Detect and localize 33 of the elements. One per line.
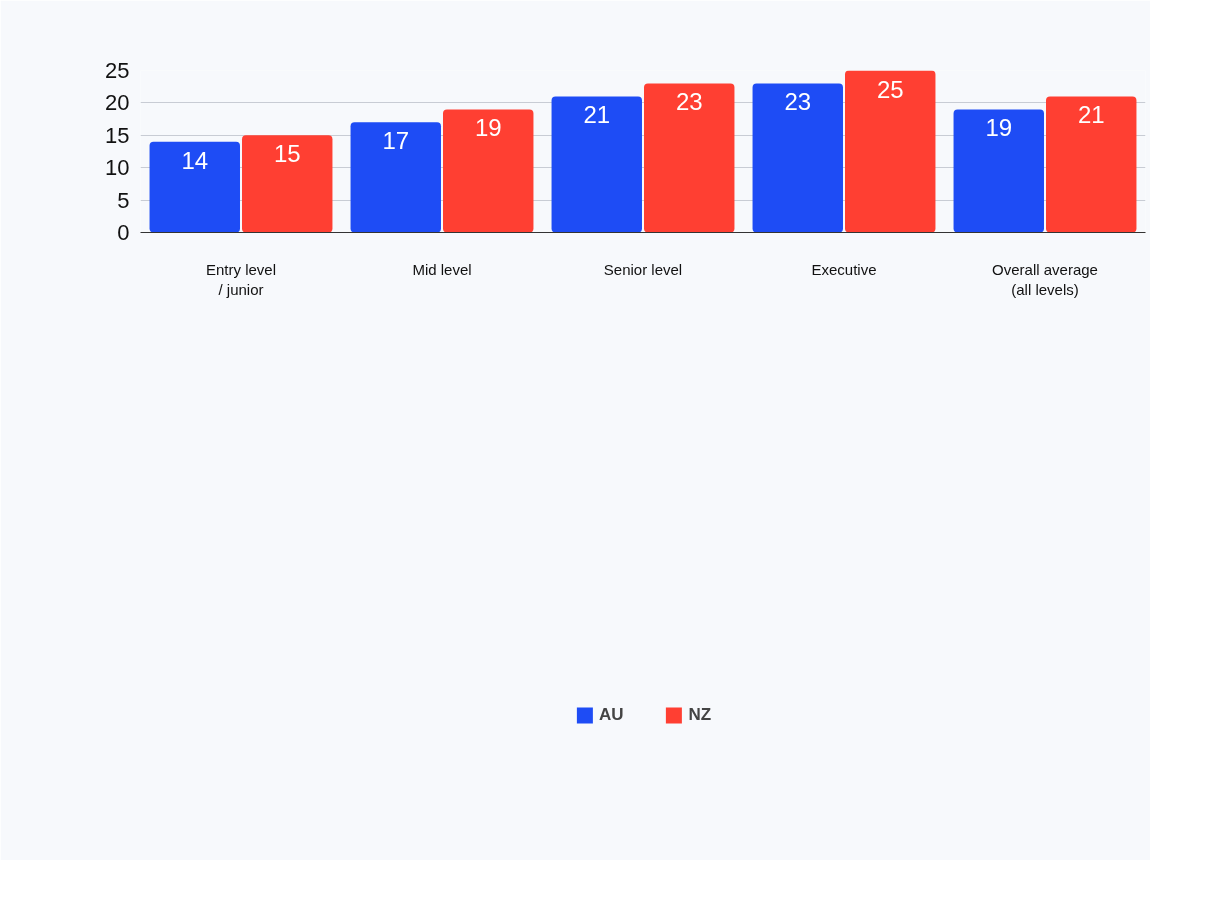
bar bbox=[443, 109, 534, 233]
bar bbox=[149, 141, 240, 233]
x-tick-label: Executive bbox=[811, 260, 877, 278]
data-label: 21 bbox=[583, 101, 611, 129]
data-label: 17 bbox=[382, 127, 410, 155]
data-label: 15 bbox=[273, 140, 301, 168]
bar bbox=[350, 122, 441, 233]
y-tick-label: 25 bbox=[105, 58, 130, 83]
data-label: 23 bbox=[675, 88, 703, 116]
data-label: 25 bbox=[876, 75, 904, 103]
legend-label: AU bbox=[598, 705, 624, 725]
y-tick-label: 10 bbox=[105, 155, 130, 181]
bar bbox=[953, 109, 1044, 233]
bar bbox=[1046, 96, 1137, 233]
data-label: 19 bbox=[985, 114, 1013, 142]
data-label: 14 bbox=[181, 146, 209, 174]
bar bbox=[551, 96, 642, 233]
data-label: 23 bbox=[784, 88, 812, 116]
x-tick-label: Senior level bbox=[603, 260, 683, 278]
y-tick-label: 5 bbox=[117, 187, 130, 213]
x-tick-label: Overall average (all levels) bbox=[992, 260, 1098, 298]
bar bbox=[845, 70, 936, 233]
x-tick-label: Mid level bbox=[412, 260, 472, 278]
x-tick-label: Entry level / junior bbox=[205, 260, 277, 298]
legend-label: NZ bbox=[688, 705, 712, 725]
bar bbox=[644, 83, 735, 233]
y-tick-label: 15 bbox=[105, 122, 130, 148]
bar bbox=[752, 83, 843, 233]
data-label: 19 bbox=[474, 114, 502, 142]
data-label: 21 bbox=[1077, 101, 1105, 129]
bar bbox=[242, 135, 333, 233]
y-tick-label: 0 bbox=[117, 220, 130, 245]
y-tick-label: 20 bbox=[105, 90, 130, 116]
